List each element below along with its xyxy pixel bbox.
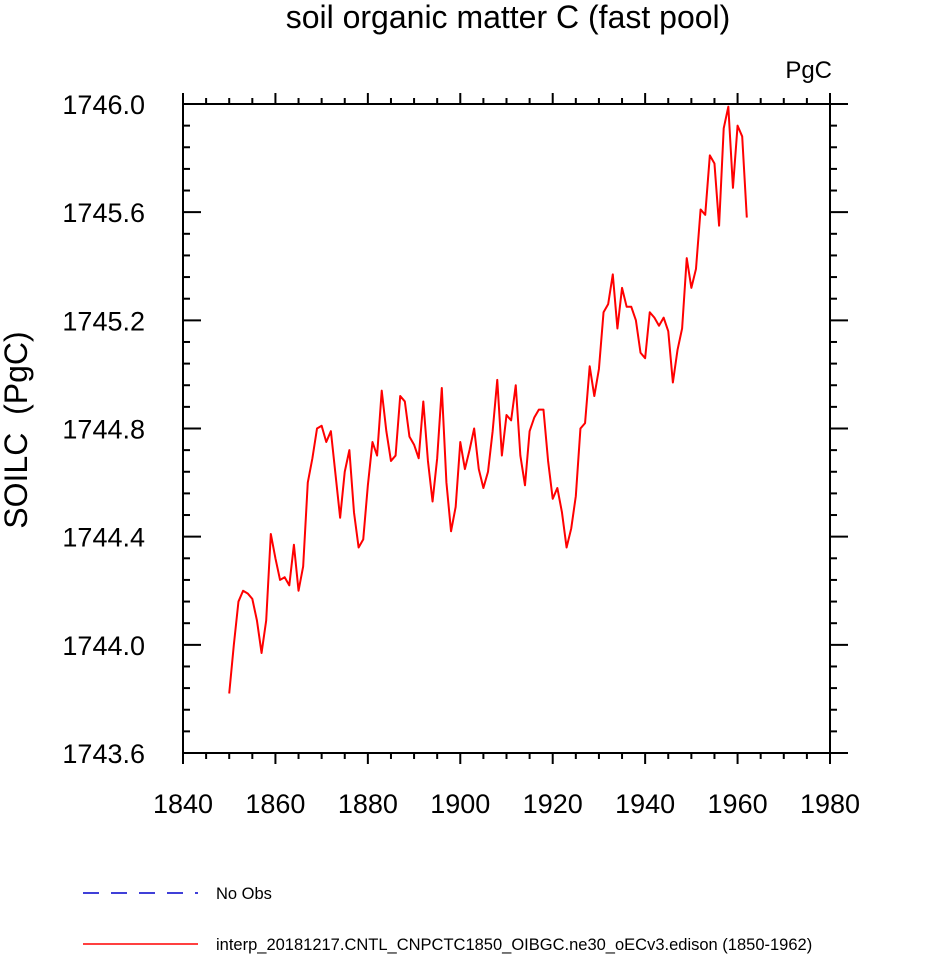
series-line-0 (228, 105, 748, 694)
y-tick-label: 1743.6 (62, 739, 145, 769)
series-group (228, 105, 748, 694)
y-axis-label: SOILC (PgC) (0, 331, 34, 528)
y-tick-label: 1745.6 (62, 198, 145, 228)
axis-tick-labels: 1840 1860 1880 1900 1920 1940 1960 1980 1743.6 17… (62, 90, 860, 819)
x-tick-label: 1980 (800, 789, 860, 819)
x-tick-label: 1920 (523, 789, 583, 819)
x-tick-label: 1940 (615, 789, 675, 819)
units-label: PgC (785, 57, 832, 84)
plot-frame (182, 103, 831, 754)
y-tick-label: 1744.4 (62, 523, 145, 553)
x-tick-label: 1880 (338, 789, 398, 819)
x-tick-label: 1840 (153, 789, 213, 819)
legend-label-1: interp_20181217.CNTL_CNPCTC1850_OIBGC.ne… (216, 936, 812, 954)
y-tick-label: 1746.0 (62, 90, 145, 120)
axis-ticks (182, 93, 848, 764)
legend: No Obs interp_20181217.CNTL_CNPCTC1850_OI… (83, 885, 812, 954)
y-tick-label: 1745.2 (62, 306, 145, 336)
x-tick-label: 1960 (708, 789, 768, 819)
x-tick-label: 1860 (245, 789, 305, 819)
legend-label-0: No Obs (216, 885, 272, 903)
x-tick-label: 1900 (430, 789, 490, 819)
chart-title: soil organic matter C (fast pool) (286, 0, 731, 35)
y-tick-label: 1744.0 (62, 631, 145, 661)
y-tick-label: 1744.8 (62, 415, 145, 445)
